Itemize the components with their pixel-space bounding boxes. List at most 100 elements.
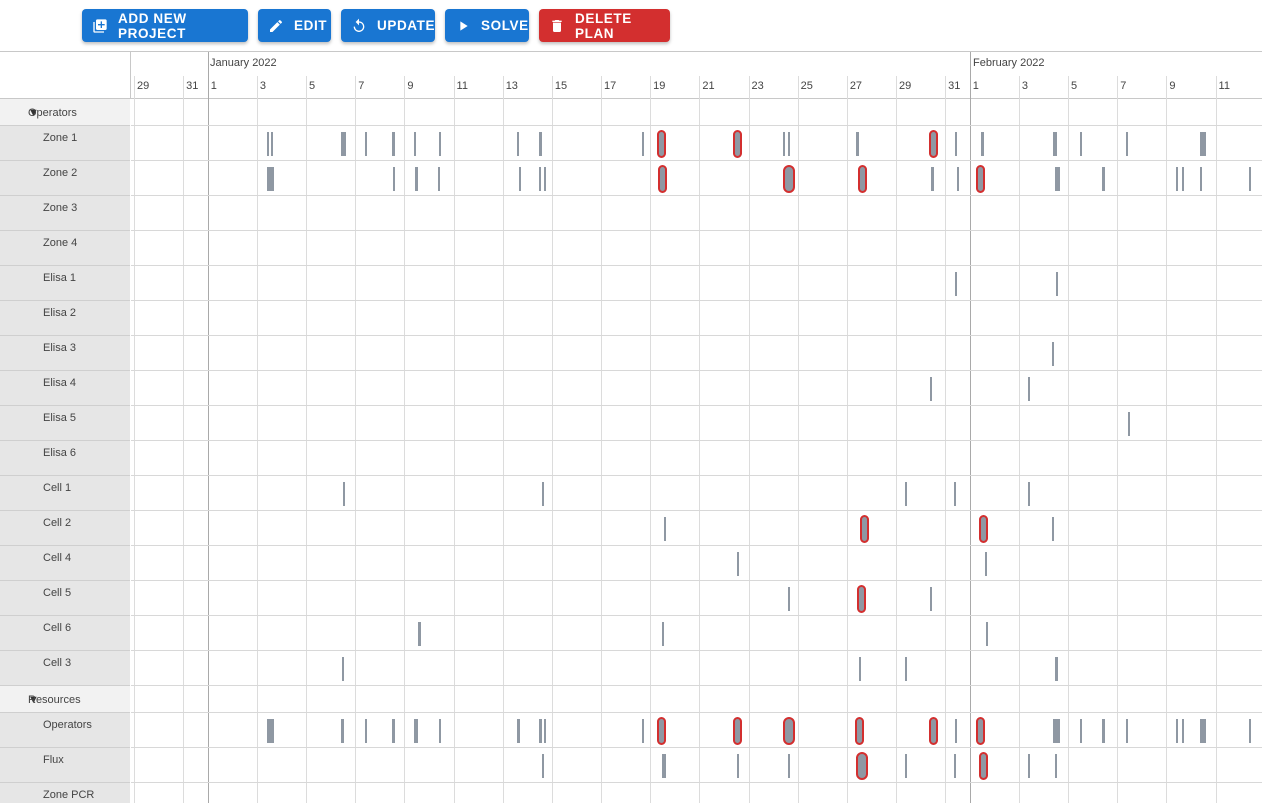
- task-bar[interactable]: [986, 622, 988, 646]
- task-bar[interactable]: [1128, 412, 1130, 436]
- task-bar[interactable]: [1055, 754, 1057, 778]
- task-bar[interactable]: [393, 167, 395, 191]
- solve-button[interactable]: SOLVE: [445, 9, 529, 42]
- task-bar[interactable]: [642, 719, 644, 743]
- task-bar[interactable]: [1028, 754, 1030, 778]
- task-bar[interactable]: [439, 719, 441, 743]
- task-bar[interactable]: [1102, 167, 1105, 191]
- task-bar[interactable]: [1182, 167, 1184, 191]
- task-bar[interactable]: [1055, 167, 1060, 191]
- task-bar[interactable]: [392, 132, 395, 156]
- task-bar[interactable]: [1249, 719, 1251, 743]
- task-bar[interactable]: [341, 132, 344, 156]
- conflict-task-bar[interactable]: [979, 752, 988, 780]
- task-bar[interactable]: [664, 517, 666, 541]
- task-bar[interactable]: [544, 167, 546, 191]
- task-bar[interactable]: [642, 132, 644, 156]
- task-bar[interactable]: [905, 482, 907, 506]
- conflict-task-bar[interactable]: [657, 130, 666, 158]
- task-bar[interactable]: [1200, 167, 1202, 191]
- task-bar[interactable]: [344, 132, 346, 156]
- task-bar[interactable]: [1200, 132, 1206, 156]
- task-bar[interactable]: [859, 657, 861, 681]
- task-bar[interactable]: [1080, 132, 1082, 156]
- task-bar[interactable]: [1052, 342, 1054, 366]
- task-bar[interactable]: [788, 587, 790, 611]
- collapse-triangle-icon[interactable]: ▼: [28, 694, 39, 706]
- conflict-task-bar[interactable]: [929, 717, 938, 745]
- task-bar[interactable]: [519, 167, 521, 191]
- conflict-task-bar[interactable]: [855, 717, 864, 745]
- group-row-resources[interactable]: ▼ Resources: [0, 686, 130, 713]
- task-bar[interactable]: [1182, 719, 1184, 743]
- task-bar[interactable]: [267, 132, 269, 156]
- task-bar[interactable]: [930, 587, 932, 611]
- task-bar[interactable]: [1052, 517, 1054, 541]
- task-bar[interactable]: [957, 167, 959, 191]
- task-bar[interactable]: [905, 657, 907, 681]
- task-bar[interactable]: [954, 482, 956, 506]
- task-bar[interactable]: [1102, 719, 1105, 743]
- task-bar[interactable]: [1053, 719, 1060, 743]
- task-bar[interactable]: [662, 622, 664, 646]
- task-bar[interactable]: [737, 754, 739, 778]
- task-bar[interactable]: [365, 719, 367, 743]
- task-bar[interactable]: [439, 132, 441, 156]
- task-bar[interactable]: [1053, 132, 1057, 156]
- task-bar[interactable]: [365, 132, 367, 156]
- task-bar[interactable]: [1176, 167, 1178, 191]
- task-bar[interactable]: [1176, 719, 1178, 743]
- task-bar[interactable]: [1126, 132, 1128, 156]
- task-bar[interactable]: [856, 132, 859, 156]
- task-bar[interactable]: [1028, 482, 1030, 506]
- task-bar[interactable]: [905, 754, 907, 778]
- task-bar[interactable]: [414, 719, 418, 743]
- edit-button[interactable]: EDIT: [258, 9, 331, 42]
- task-bar[interactable]: [542, 754, 544, 778]
- task-bar[interactable]: [931, 167, 934, 191]
- task-bar[interactable]: [955, 132, 957, 156]
- conflict-task-bar[interactable]: [857, 585, 866, 613]
- conflict-task-bar[interactable]: [783, 717, 795, 745]
- task-bar[interactable]: [342, 657, 344, 681]
- task-bar[interactable]: [737, 552, 739, 576]
- task-bar[interactable]: [783, 132, 785, 156]
- conflict-task-bar[interactable]: [733, 130, 742, 158]
- conflict-task-bar[interactable]: [979, 515, 988, 543]
- conflict-task-bar[interactable]: [783, 165, 795, 193]
- task-bar[interactable]: [955, 719, 957, 743]
- task-bar[interactable]: [539, 167, 541, 191]
- conflict-task-bar[interactable]: [856, 752, 868, 780]
- task-bar[interactable]: [539, 132, 542, 156]
- delete-plan-button[interactable]: DELETE PLAN: [539, 9, 670, 42]
- task-bar[interactable]: [392, 719, 395, 743]
- task-bar[interactable]: [414, 132, 416, 156]
- task-bar[interactable]: [517, 132, 519, 156]
- conflict-task-bar[interactable]: [858, 165, 867, 193]
- task-bar[interactable]: [1249, 167, 1251, 191]
- task-bar[interactable]: [418, 622, 421, 646]
- task-bar[interactable]: [343, 482, 345, 506]
- conflict-task-bar[interactable]: [929, 130, 938, 158]
- task-bar[interactable]: [955, 272, 957, 296]
- task-bar[interactable]: [415, 167, 418, 191]
- task-bar[interactable]: [1200, 719, 1206, 743]
- task-bar[interactable]: [788, 754, 790, 778]
- group-row-operators[interactable]: ▼ Operators: [0, 99, 130, 126]
- conflict-task-bar[interactable]: [658, 165, 667, 193]
- collapse-triangle-icon[interactable]: ▼: [28, 107, 39, 119]
- task-bar[interactable]: [1055, 657, 1058, 681]
- task-bar[interactable]: [542, 482, 544, 506]
- conflict-task-bar[interactable]: [733, 717, 742, 745]
- task-bar[interactable]: [1056, 272, 1058, 296]
- task-bar[interactable]: [271, 132, 273, 156]
- conflict-task-bar[interactable]: [976, 165, 985, 193]
- task-bar[interactable]: [438, 167, 440, 191]
- task-bar[interactable]: [267, 719, 274, 743]
- task-bar[interactable]: [954, 754, 956, 778]
- task-bar[interactable]: [1126, 719, 1128, 743]
- add-new-project-button[interactable]: ADD NEW PROJECT: [82, 9, 248, 42]
- conflict-task-bar[interactable]: [657, 717, 666, 745]
- task-bar[interactable]: [788, 132, 790, 156]
- task-bar[interactable]: [981, 132, 984, 156]
